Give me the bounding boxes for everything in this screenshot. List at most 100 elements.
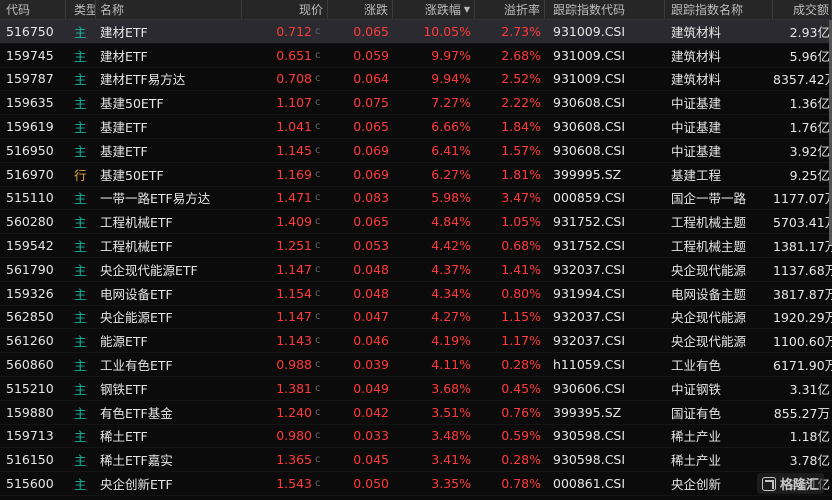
index-name-cell: 央企现代能源 bbox=[671, 262, 747, 278]
header-code[interactable]: 代码 bbox=[0, 0, 66, 19]
pct-cell: 9.97% bbox=[431, 47, 471, 63]
type-cell: 主 bbox=[74, 24, 87, 40]
index-name-cell: 稀土产业 bbox=[671, 429, 722, 445]
table-row[interactable]: 515210 主钢铁ETF 1.381 c 0.049 3.68% 0.45% 930606.… bbox=[0, 377, 832, 401]
name-cell: 建材ETF bbox=[100, 24, 148, 40]
name-cell: 工程机械ETF bbox=[100, 239, 173, 255]
volume-cell: 3817.87万 bbox=[773, 286, 832, 302]
table-row[interactable]: 515110 主一带一路ETF易方达 1.471 c 0.083 5.98% 3.47% 00… bbox=[0, 187, 832, 211]
premium-cell: 1.81% bbox=[501, 166, 541, 182]
type-cell: 主 bbox=[74, 48, 87, 64]
code-cell: 159880 bbox=[6, 404, 54, 420]
table-row[interactable]: 159880 主有色ETF基金 1.240 c 0.042 3.51% 0.76% 39939… bbox=[0, 401, 832, 425]
change-cell: 0.059 bbox=[353, 47, 389, 63]
premium-cell: 0.76% bbox=[501, 404, 541, 420]
premium-cell: 0.59% bbox=[501, 428, 541, 444]
premium-cell: 2.68% bbox=[501, 47, 541, 63]
premium-cell: 0.68% bbox=[501, 238, 541, 254]
header-premium[interactable]: 溢折率 bbox=[475, 0, 545, 19]
price-cell: 1.143 bbox=[276, 333, 312, 349]
table-row[interactable]: 159326 主电网设备ETF 1.154 c 0.048 4.34% 0.80% 93199… bbox=[0, 282, 832, 306]
header-volume[interactable]: 成交额 bbox=[773, 0, 832, 19]
header-index-name[interactable]: 跟踪指数名称 bbox=[665, 0, 773, 19]
index-code-cell: 930608.CSI bbox=[553, 119, 626, 135]
table-row[interactable]: 159635 主基建50ETF 1.107 c 0.075 7.27% 2.22% 93060… bbox=[0, 91, 832, 116]
volume-cell: 3.92亿 bbox=[789, 143, 830, 159]
price-suffix: c bbox=[315, 287, 321, 299]
name-cell: 基建50ETF bbox=[100, 96, 164, 112]
sort-desc-icon: ▼ bbox=[463, 5, 470, 14]
type-cell: 主 bbox=[74, 239, 87, 255]
table-row[interactable]: 561790 主央企现代能源ETF 1.147 c 0.048 4.37% 1.41% 932… bbox=[0, 258, 832, 282]
index-name-cell: 建筑材料 bbox=[671, 72, 722, 88]
index-name-cell: 国企一带一路 bbox=[671, 191, 747, 207]
table-row[interactable]: 516970 行基建50ETF 1.169 c 0.069 6.27% 1.81% 39999… bbox=[0, 163, 832, 187]
header-name[interactable]: 名称 bbox=[96, 0, 242, 19]
header-change[interactable]: 涨跌 bbox=[328, 0, 393, 19]
header-index-code[interactable]: 跟踪指数代码 bbox=[545, 0, 665, 19]
name-cell: 工业有色ETF bbox=[100, 358, 173, 374]
pct-cell: 4.34% bbox=[431, 285, 471, 301]
table-row[interactable]: 515600 主央企创新ETF 1.543 c 0.050 3.35% 0.78% 00086… bbox=[0, 472, 832, 496]
pct-cell: 6.27% bbox=[431, 166, 471, 182]
code-cell: 159787 bbox=[6, 71, 54, 87]
index-name-cell: 国证有色 bbox=[671, 405, 722, 421]
code-cell: 515110 bbox=[6, 190, 54, 206]
type-cell: 主 bbox=[74, 286, 87, 302]
index-name-cell: 中证基建 bbox=[671, 120, 722, 136]
table-row[interactable]: 159619 主基建ETF 1.041 c 0.065 6.66% 1.84% 930608.… bbox=[0, 115, 832, 139]
type-cell: 主 bbox=[74, 215, 87, 231]
table-row[interactable]: 159713 主稀土ETF 0.980 c 0.033 3.48% 0.59% 930598.… bbox=[0, 425, 832, 449]
pct-cell: 6.41% bbox=[431, 142, 471, 158]
premium-cell: 1.57% bbox=[501, 142, 541, 158]
name-cell: 有色ETF基金 bbox=[100, 405, 173, 421]
index-name-cell: 工程机械主题 bbox=[671, 239, 747, 255]
name-cell: 钢铁ETF bbox=[100, 381, 148, 397]
index-code-cell: 932037.CSI bbox=[553, 261, 626, 277]
table-row[interactable]: 159787 主建材ETF易方达 0.708 c 0.064 9.94% 2.52% 9310… bbox=[0, 68, 832, 92]
pct-cell: 10.05% bbox=[423, 23, 471, 39]
premium-cell: 0.45% bbox=[501, 380, 541, 396]
header-pct[interactable]: 涨跌幅 ▼ bbox=[393, 0, 475, 19]
change-cell: 0.033 bbox=[353, 428, 389, 444]
table-row[interactable]: 560280 主工程机械ETF 1.409 c 0.065 4.84% 1.05% 93175… bbox=[0, 210, 832, 235]
gelonghui-logo-icon bbox=[761, 476, 776, 491]
table-row[interactable]: 560860 主工业有色ETF 0.988 c 0.039 4.11% 0.28% h1105… bbox=[0, 353, 832, 377]
scrollbar[interactable] bbox=[829, 20, 832, 245]
table-row[interactable]: 159542 主工程机械ETF 1.251 c 0.053 4.42% 0.68% 93175… bbox=[0, 234, 832, 258]
pct-cell: 4.11% bbox=[431, 357, 471, 373]
premium-cell: 1.41% bbox=[501, 261, 541, 277]
table-row[interactable]: 159745 主建材ETF 0.651 c 0.059 9.97% 2.68% 931009.… bbox=[0, 44, 832, 68]
pct-cell: 4.84% bbox=[431, 214, 471, 230]
header-price[interactable]: 现价 bbox=[242, 0, 328, 19]
index-name-cell: 电网设备主题 bbox=[671, 286, 747, 302]
table-row[interactable]: 561260 主能源ETF 1.143 c 0.046 4.19% 1.17% 932037.… bbox=[0, 329, 832, 354]
price-cell: 1.154 bbox=[276, 285, 312, 301]
price-suffix: c bbox=[315, 240, 321, 252]
table-row[interactable]: 516750 主建材ETF 0.712 c 0.065 10.05% 2.73% 931009… bbox=[0, 20, 832, 44]
code-cell: 159542 bbox=[6, 238, 54, 254]
price-cell: 0.988 bbox=[276, 357, 312, 373]
change-cell: 0.050 bbox=[353, 476, 389, 492]
name-cell: 一带一路ETF易方达 bbox=[100, 191, 211, 207]
volume-cell: 5703.41万 bbox=[773, 215, 832, 231]
index-name-cell: 稀土产业 bbox=[671, 453, 722, 469]
change-cell: 0.083 bbox=[353, 190, 389, 206]
header-type[interactable]: 类型 bbox=[66, 0, 96, 19]
index-code-cell: h11059.CSI bbox=[553, 357, 626, 373]
change-cell: 0.048 bbox=[353, 285, 389, 301]
price-suffix: c bbox=[315, 144, 321, 156]
name-cell: 央企创新ETF bbox=[100, 477, 173, 493]
table-row[interactable]: 562850 主央企能源ETF 1.147 c 0.047 4.27% 1.15% 93203… bbox=[0, 306, 832, 330]
code-cell: 516950 bbox=[6, 142, 54, 158]
table-row[interactable]: 516950 主基建ETF 1.145 c 0.069 6.41% 1.57% 930608.… bbox=[0, 139, 832, 163]
price-cell: 1.365 bbox=[276, 452, 312, 468]
price-cell: 1.251 bbox=[276, 238, 312, 254]
name-cell: 工程机械ETF bbox=[100, 215, 173, 231]
table-row[interactable]: 516150 主稀土ETF嘉实 1.365 c 0.045 3.41% 0.28% 93059… bbox=[0, 448, 832, 473]
volume-cell: 3.78亿 bbox=[789, 453, 830, 469]
name-cell: 稀土ETF嘉实 bbox=[100, 453, 173, 469]
index-name-cell: 建筑材料 bbox=[671, 48, 722, 64]
index-name-cell: 工程机械主题 bbox=[671, 215, 747, 231]
price-suffix: c bbox=[315, 25, 321, 37]
